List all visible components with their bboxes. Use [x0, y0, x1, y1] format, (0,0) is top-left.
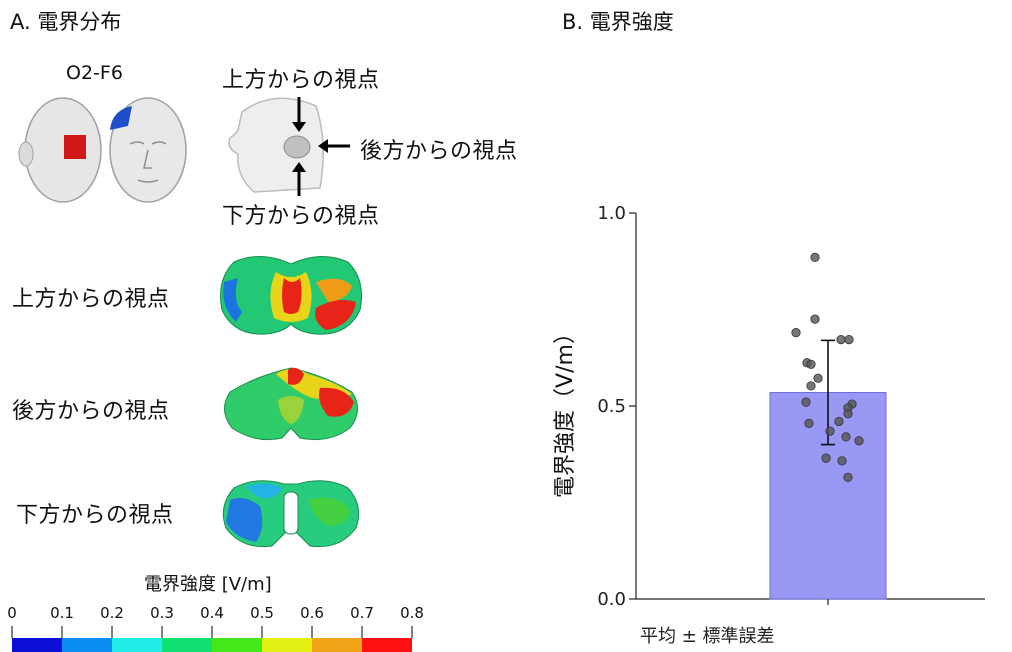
view-label-back-2: 後方からの視点	[12, 399, 170, 424]
colorbar-segment	[112, 638, 162, 652]
y-tick-label: 0.5	[597, 396, 626, 417]
y-axis-label: 電界強度（V/m）	[553, 322, 578, 498]
cerebellum-model	[283, 135, 311, 159]
face-nose	[143, 149, 152, 169]
data-point	[836, 335, 846, 345]
colorbar-tick-label: 0.4	[200, 604, 224, 622]
data-point	[843, 409, 853, 419]
colorbar-tick-label: 0.1	[50, 604, 74, 622]
view-label-top-2: 上方からの視点	[12, 287, 170, 312]
colorbar-segment	[312, 638, 362, 652]
colorbar-tick-label: 0.6	[300, 604, 324, 622]
data-point	[813, 373, 823, 383]
back-head-ear	[18, 141, 34, 167]
cerebellum-bottom-green-right	[308, 497, 350, 526]
data-point	[810, 314, 820, 324]
cerebellum-bottom-cyan-region	[246, 483, 282, 499]
cerebellum-bottom-view	[222, 480, 360, 548]
data-point	[834, 416, 844, 427]
data-point	[821, 453, 831, 463]
arrow-from-top-head	[292, 122, 306, 132]
colorbar-segment	[62, 638, 112, 652]
data-point	[806, 381, 816, 391]
cerebellum-back-red-top	[288, 367, 304, 385]
data-point	[801, 397, 811, 407]
f6-electrode	[110, 106, 132, 130]
cerebellum-bottom-blue-left	[226, 498, 263, 542]
colorbar-segment	[12, 638, 62, 652]
data-point	[841, 432, 851, 442]
colorbar	[11, 626, 413, 652]
data-point	[791, 328, 801, 338]
cerebellum-top-red-center	[282, 278, 302, 314]
cerebellum-back-red-right	[319, 387, 354, 417]
y-tick-label: 0.0	[597, 589, 626, 610]
data-point	[854, 436, 864, 446]
y-tick-label: 1.0	[597, 203, 626, 224]
view-label-back-1: 後方からの視点	[360, 139, 518, 164]
data-point	[844, 335, 854, 345]
data-point	[837, 456, 847, 466]
colorbar-tick-label: 0	[7, 604, 17, 622]
face-eyes	[129, 141, 167, 145]
colorbar-title: 電界強度 [V/m]	[144, 574, 272, 595]
cerebellum-top-red-right	[315, 300, 356, 330]
head-electrode-image	[18, 97, 187, 203]
data-point	[843, 472, 853, 483]
cerebellum-back-view	[224, 367, 358, 441]
montage-label: O2-F6	[66, 62, 123, 84]
cerebellum-back-center	[278, 396, 304, 424]
colorbar-tick-label: 0.2	[100, 604, 124, 622]
cerebellum-top-view	[220, 256, 362, 335]
arrow-from-back-head	[318, 139, 328, 153]
cerebellum-top-blue-region	[223, 278, 242, 322]
panel-b-title: B. 電界強度	[562, 10, 674, 34]
panel-a-title: A. 電界分布	[10, 10, 122, 34]
data-point	[804, 418, 814, 428]
cerebellum-top-orange-region	[316, 278, 352, 302]
view-label-bottom-2: 下方からの視点	[16, 503, 174, 528]
cerebellum-bottom-gap	[283, 491, 299, 535]
colorbar-segment	[162, 638, 212, 652]
colorbar-segment	[262, 638, 312, 652]
x-tick-label: 平均 ± 標準誤差	[640, 626, 775, 647]
colorbar-tick-label: 0.8	[400, 604, 424, 622]
colorbar-segment	[362, 638, 412, 652]
colorbar-segment	[212, 638, 262, 652]
colorbar-tick-label: 0.3	[150, 604, 174, 622]
colorbar-tick-label: 0.5	[250, 604, 274, 622]
view-label-top-1: 上方からの視点	[222, 68, 380, 93]
data-point	[825, 426, 835, 436]
data-point	[806, 359, 816, 369]
view-label-bottom-1: 下方からの視点	[222, 204, 380, 229]
arrow-from-bottom-head	[292, 162, 306, 172]
data-point	[810, 252, 820, 262]
colorbar-tick-label: 0.7	[350, 604, 374, 622]
o2-electrode	[64, 135, 86, 159]
side-head-image	[228, 97, 350, 196]
face-mouth	[137, 179, 159, 183]
